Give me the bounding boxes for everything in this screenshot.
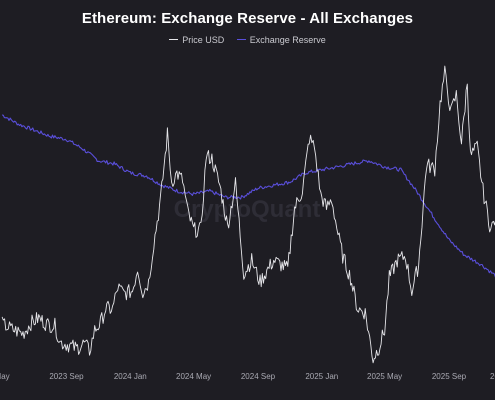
series-line-price	[1, 65, 495, 364]
series-line-exchange-reserve	[1, 114, 495, 278]
legend-item-reserve[interactable]: Exchange Reserve	[236, 35, 326, 45]
x-tick-label: 2023 Sep	[49, 372, 84, 381]
chart-title: Ethereum: Exchange Reserve - All Exchang…	[81, 10, 414, 27]
watermark: CryptoQuant	[174, 196, 321, 223]
x-tick-label: 2025 May	[367, 372, 402, 381]
x-tick-label: 2025 Jan	[305, 372, 338, 381]
legend-label-reserve: Exchange Reserve	[249, 35, 326, 45]
x-tick-label: 2024 Jan	[114, 372, 147, 381]
x-tick-label: 2024 Sep	[241, 372, 276, 381]
x-tick-label: 2024 May	[176, 372, 211, 381]
x-tick-label: 2025 Sep	[432, 372, 467, 381]
legend-label-price: Price USD	[182, 35, 225, 45]
legend-item-price[interactable]: Price USD	[169, 35, 224, 45]
legend-swatch-reserve	[236, 39, 246, 41]
legend-swatch-price	[169, 39, 179, 41]
x-tick-label: 20	[490, 372, 495, 381]
chart-legend: Price USD Exchange Reserve	[0, 35, 495, 45]
x-tick-label: May	[0, 372, 10, 381]
